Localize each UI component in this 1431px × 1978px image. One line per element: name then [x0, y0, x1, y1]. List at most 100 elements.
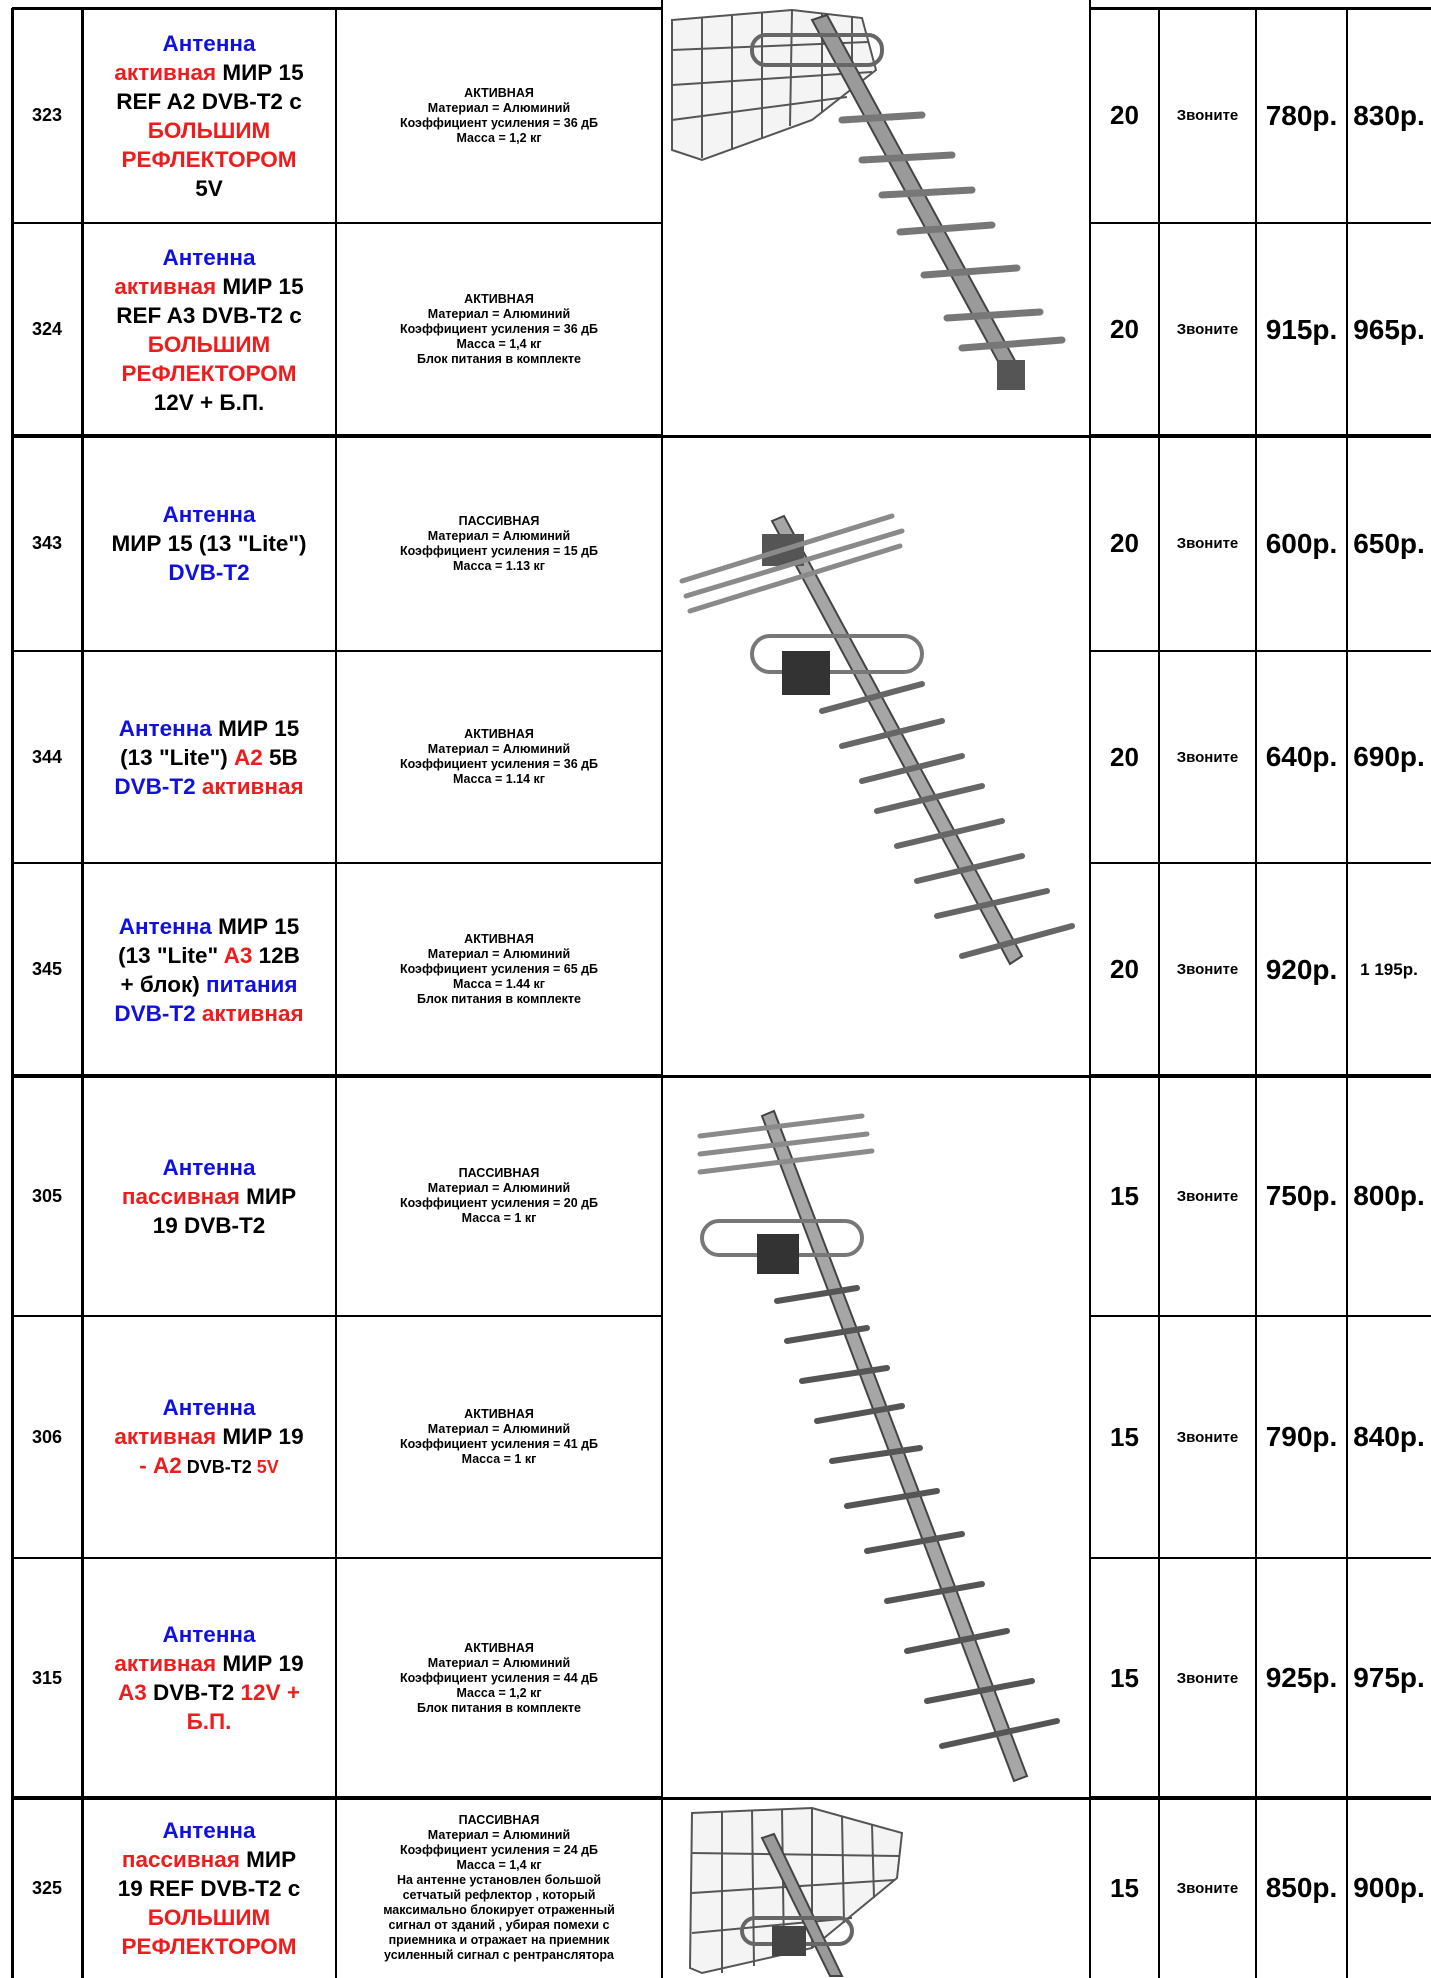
grid-line — [12, 1074, 662, 1078]
grid-line — [1090, 222, 1431, 224]
wholesale-price: 600р. — [1265, 527, 1338, 559]
grid-line — [12, 222, 662, 224]
retail-price: 965р. — [1353, 313, 1425, 345]
product-name-part: 5V — [195, 175, 223, 201]
wholesale-price: 925р. — [1265, 1662, 1338, 1693]
retail-price: 975р. — [1353, 1662, 1425, 1693]
description-line: АКТИВНАЯ — [464, 727, 534, 741]
product-description: АКТИВНАЯ Материал = Алюминий Коэффициент у… — [336, 651, 662, 863]
grid-line — [12, 1315, 662, 1317]
product-name-part: Антенна — [162, 502, 256, 527]
grid-line — [1346, 8, 1348, 1978]
grid-line — [12, 1557, 662, 1559]
product-name-part: Антенна — [162, 244, 256, 270]
description-line: Материал = Алюминий — [427, 1655, 571, 1670]
description-line: Масса = 1.14 кг — [452, 772, 546, 786]
description-line: АКТИВНАЯ — [464, 85, 534, 100]
grid-line — [80, 8, 84, 1978]
product-name-part: Антенна — [162, 1622, 256, 1647]
description-line: АКТИВНАЯ — [464, 1640, 534, 1655]
call-for-price: Звоните — [1176, 321, 1239, 338]
product-name: Антенна активная МИР 15 REF A2 DVB-T2 с БОЛ… — [82, 8, 336, 223]
article-number: 324 — [31, 319, 63, 339]
description-line: Материал = Алюминий — [427, 528, 571, 543]
product-name: Антенна пассивная МИР 19 REF DVB-T2 с БОЛЬШ… — [82, 1798, 336, 1978]
description-line: На антенне установлен большой — [396, 1873, 602, 1887]
product-name-part: DVB-T2 — [146, 1680, 235, 1705]
article-number: 323 — [31, 105, 63, 125]
product-name-part: МИР 15 — [216, 273, 304, 299]
product-description: ПАССИВНАЯ Материал = Алюминий Коэффициент … — [336, 1076, 662, 1316]
pack-quantity: 15 — [1110, 1662, 1139, 1693]
grid-line — [12, 434, 662, 438]
pack-quantity: 15 — [1110, 1872, 1139, 1903]
wholesale-price: 750р. — [1265, 1180, 1338, 1211]
product-description: ПАССИВНАЯ Материал = Алюминий Коэффициент … — [336, 436, 662, 651]
product-name-part: 5В — [262, 744, 298, 770]
description-line: Блок питания в комплекте — [416, 1700, 581, 1715]
product-description: АКТИВНАЯ Материал = Алюминий Коэффициент у… — [336, 1316, 662, 1558]
product-name-part: 12V + — [234, 1680, 300, 1705]
product-name: Антенна активная МИР 19 - A2 DVB-T2 5V — [82, 1316, 336, 1558]
description-line: Коэффициент усиления = 65 дБ — [399, 962, 599, 976]
description-line: Коэффициент усиления = 36 дБ — [399, 322, 599, 336]
product-name: Антенна активная МИР 19 A3 DVB-T2 12V + Б.П… — [82, 1558, 336, 1798]
wholesale-price: 780р. — [1265, 99, 1338, 131]
product-name-part: Антенна — [162, 1394, 256, 1420]
description-line: Материал = Алюминий — [427, 307, 571, 321]
retail-price: 900р. — [1353, 1872, 1425, 1903]
product-name-part: 5V — [251, 1456, 279, 1477]
description-line: АКТИВНАЯ — [464, 1407, 534, 1421]
description-line: ПАССИВНАЯ — [458, 1166, 540, 1180]
description-line: Масса = 1,4 кг — [456, 337, 542, 351]
description-line: Материал = Алюминий — [427, 1181, 571, 1195]
product-name-part: пассивная — [121, 1846, 240, 1872]
description-line: Материал = Алюминий — [427, 947, 571, 961]
product-name-part: активная — [114, 1651, 217, 1676]
product-name-part: МИР 19 — [216, 1423, 304, 1449]
product-name-part: пассивная — [121, 1183, 240, 1209]
description-line: сигнал от зданий , убирая помехи с — [388, 1918, 610, 1932]
article-number: 306 — [31, 1426, 63, 1447]
product-name-part: активная — [114, 273, 217, 299]
description-line: Коэффициент усиления = 41 дБ — [399, 1437, 599, 1451]
product-name-part: МИР 15 — [216, 59, 304, 85]
product-name-part: питания — [205, 971, 298, 997]
wholesale-price: 790р. — [1265, 1421, 1338, 1452]
description-line: Масса = 1.44 кг — [452, 977, 546, 991]
grid-line — [662, 434, 1090, 438]
product-description: АКТИВНАЯ Материал = Алюминий Коэффициент у… — [336, 8, 662, 223]
product-name-part: A3 — [223, 942, 253, 968]
product-description: ПАССИВНАЯ Материал = Алюминий Коэффициент … — [336, 1798, 662, 1978]
antenna-mir19-ref-photo — [688, 1806, 904, 1977]
retail-price: 650р. — [1353, 527, 1425, 559]
call-for-price: Звоните — [1176, 1879, 1239, 1897]
grid-line — [12, 1796, 662, 1800]
description-line: АКТИВНАЯ — [464, 932, 534, 946]
call-for-price: Звоните — [1176, 1187, 1239, 1205]
pack-quantity: 20 — [1110, 100, 1139, 130]
wholesale-price: 920р. — [1265, 953, 1338, 985]
product-name-part: МИР 15 — [211, 715, 300, 741]
call-for-price: Звоните — [1176, 107, 1239, 124]
product-name-part: РЕФЛЕКТОРОМ — [121, 146, 297, 172]
antenna-mir15-lite-photo — [679, 513, 1075, 966]
grid-line — [12, 650, 662, 652]
grid-line — [1090, 862, 1431, 864]
product-name-part: РЕФЛЕКТОРОМ — [121, 360, 297, 386]
description-line: усиленный сигнал с рентранслятора — [384, 1948, 614, 1962]
pack-quantity: 20 — [1110, 741, 1139, 772]
description-line: Коэффициент усиления = 20 дБ — [399, 1196, 599, 1210]
call-for-price: Звоните — [1176, 535, 1239, 552]
article-number: 325 — [31, 1877, 63, 1898]
product-name: Антенна МИР 15 (13 "Lite" A3 12В + блок) п… — [82, 863, 336, 1076]
description-line: сетчатый рефлектор , который — [402, 1888, 596, 1902]
grid-line — [1090, 434, 1431, 438]
description-line: Материал = Алюминий — [427, 742, 571, 756]
description-line: Масса = 1 кг — [461, 1211, 537, 1225]
product-description: АКТИВНАЯ Материал = Алюминий Коэффициент у… — [336, 223, 662, 436]
description-line: Материал = Алюминий — [427, 1422, 571, 1436]
grid-line — [12, 862, 662, 864]
description-line: Масса = 1.13 кг — [452, 558, 546, 573]
description-line: Материал = Алюминий — [427, 100, 571, 115]
